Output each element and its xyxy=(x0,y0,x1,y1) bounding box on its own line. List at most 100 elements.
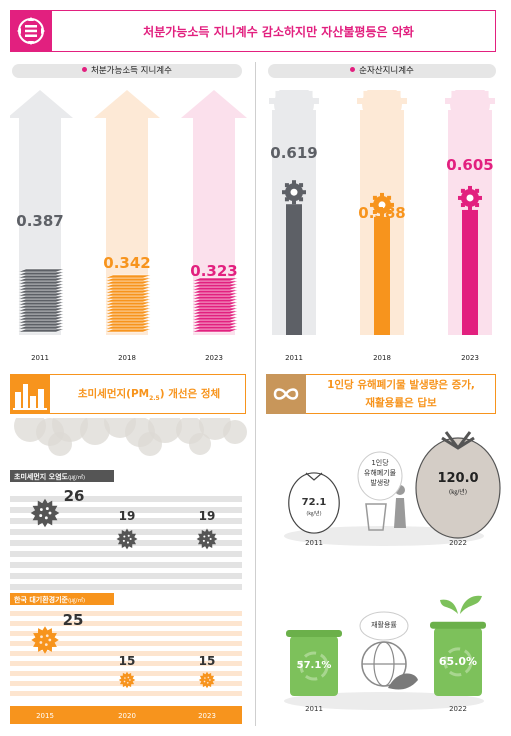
asset-gear-tooth xyxy=(468,185,472,190)
recycling-bin-2022 xyxy=(434,627,482,696)
asset-gear-tooth xyxy=(478,195,482,200)
pm-std-2023: 15 xyxy=(199,654,216,668)
particle-dot xyxy=(127,676,130,679)
income-plate xyxy=(104,277,152,282)
income-plate xyxy=(191,298,239,303)
income-year-2011: 2011 xyxy=(31,354,49,362)
income-plate xyxy=(191,286,239,291)
pm-particle-2015 xyxy=(30,498,60,528)
factory-icon xyxy=(10,374,50,414)
asset-bg-tooth xyxy=(401,98,407,104)
particle-dot xyxy=(206,681,209,684)
asset-gear-tooth xyxy=(468,205,472,210)
asset-bg-gear xyxy=(450,90,490,124)
asset-value-2023: 0.605 xyxy=(446,156,493,174)
income-plate xyxy=(104,289,152,294)
income-plate xyxy=(104,304,152,309)
asset-gear-hole xyxy=(290,188,298,196)
menu-icon xyxy=(10,10,52,52)
asset-gear-tooth xyxy=(387,195,392,200)
particle-dot xyxy=(123,680,126,683)
income-plate xyxy=(17,301,65,306)
income-plate xyxy=(104,310,152,315)
asset-bg-tooth xyxy=(445,98,451,104)
income-plate xyxy=(191,316,239,321)
income-year-2023: 2023 xyxy=(205,354,223,362)
asset-year-2011: 2011 xyxy=(285,354,303,362)
particle-dot xyxy=(129,537,132,541)
income-plate xyxy=(104,274,152,279)
waste-year-2022: 2022 xyxy=(449,539,467,547)
asset-bar-2011 xyxy=(286,204,302,335)
income-gini-chart: 0.387 0.342 0.323 2011 2018 2023 xyxy=(10,90,247,362)
asset-bg-gear xyxy=(362,90,402,124)
income-plate xyxy=(17,277,65,282)
income-plate xyxy=(17,292,65,297)
income-plate xyxy=(191,277,239,282)
recycling-year-2011: 2011 xyxy=(305,705,323,713)
svg-text:한국 대기환경기준(㎍/㎥): 한국 대기환경기준(㎍/㎥) xyxy=(14,595,85,605)
pm-conc-2023: 19 xyxy=(199,509,216,523)
income-arrow-2018 xyxy=(94,90,160,335)
income-plate xyxy=(17,268,65,273)
asset-bar-2018 xyxy=(374,216,390,335)
asset-gear-tooth xyxy=(299,183,304,188)
pm-year-2023: 2023 xyxy=(198,712,216,720)
person-body xyxy=(394,498,406,528)
income-plate xyxy=(191,328,239,333)
smoke-cloud xyxy=(199,418,231,440)
particle-dot xyxy=(206,541,210,544)
particle-dot xyxy=(129,679,131,681)
pm-stripe xyxy=(10,507,242,513)
asset-gear-tooth xyxy=(284,197,289,202)
income-plate xyxy=(104,325,152,330)
particle-dot xyxy=(123,535,126,538)
waste-chart: 1인당 유해폐기물 발생량 72.1 (㎏/년) 120.0 (㎏/년) 201… xyxy=(284,431,501,713)
title-banner: 처분가능소득 지니계수 감소하지만 자산불평등은 악화 xyxy=(10,10,496,52)
particle-dot xyxy=(203,680,206,683)
asset-year-2018: 2018 xyxy=(373,354,391,362)
pm-stripe xyxy=(10,551,242,557)
income-plate xyxy=(17,280,65,285)
pm-stripe xyxy=(10,496,242,502)
waste-unit-2011: (㎏/년) xyxy=(306,510,321,518)
particle-dot xyxy=(122,539,125,542)
waste-label-2: 유해폐기물 xyxy=(364,468,397,477)
smoke-cloud xyxy=(223,420,247,444)
pm-stripe xyxy=(10,691,242,696)
income-plate xyxy=(191,301,239,306)
income-plate xyxy=(191,280,239,285)
asset-gini-chart: 0.619 0.588 0.605 2011 2018 2023 xyxy=(269,90,495,362)
particle-dot xyxy=(209,679,211,681)
particle-dot xyxy=(45,634,49,638)
income-plate xyxy=(17,283,65,288)
particle-dot xyxy=(124,677,126,679)
asset-value-2018: 0.588 xyxy=(358,204,405,222)
pm-stripe xyxy=(10,661,242,666)
particle-dot xyxy=(126,681,129,684)
pm-standard-label: 한국 대기환경기준 xyxy=(14,595,69,604)
pm-conc-2015: 26 xyxy=(64,487,85,505)
recycle-icon xyxy=(443,647,473,677)
income-plate xyxy=(17,322,65,327)
pm-stripe xyxy=(10,611,242,616)
pm-conc-2020: 19 xyxy=(119,509,136,523)
pm-particle-2020 xyxy=(116,528,138,550)
particle-dot xyxy=(127,534,130,537)
pm-stripe xyxy=(10,631,242,636)
page-title: 처분가능소득 지니계수 감소하지만 자산불평등은 악화 xyxy=(143,25,414,39)
asset-bg-tooth xyxy=(313,98,319,104)
pm-std-particle-2020 xyxy=(118,671,136,689)
pm-std-2015: 25 xyxy=(63,611,84,629)
particle-dot xyxy=(48,511,52,515)
pm-chart: 초미세먼지 오염도(㎍/㎥) 한국 대기환경기준(㎍/㎥) 26 19 19 2… xyxy=(10,418,247,724)
income-plate xyxy=(17,328,65,333)
recycling-bin-lid xyxy=(430,621,486,629)
asset-gear-hole xyxy=(378,201,386,209)
income-plate xyxy=(104,322,152,327)
smoke-cloud xyxy=(189,433,211,455)
income-plate xyxy=(17,289,65,294)
asset-value-2011: 0.619 xyxy=(270,144,317,162)
income-plate xyxy=(104,295,152,300)
income-plate xyxy=(17,298,65,303)
